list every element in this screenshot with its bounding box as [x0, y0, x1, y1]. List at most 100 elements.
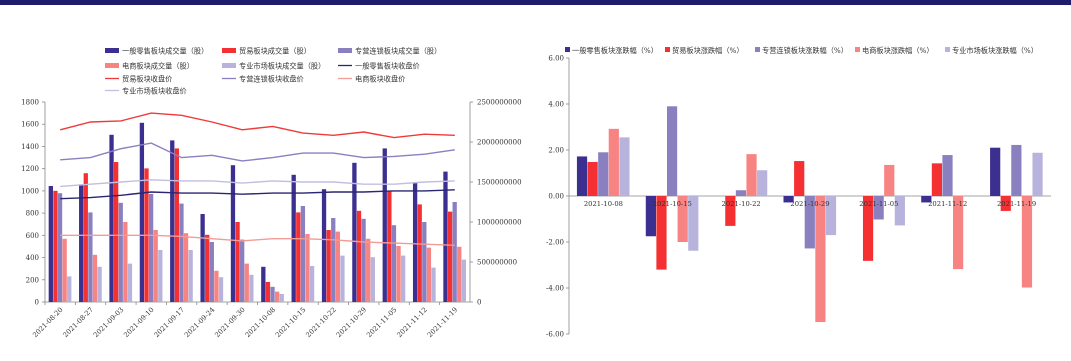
bar	[746, 154, 757, 196]
series-line	[60, 234, 455, 246]
bar	[1021, 196, 1033, 288]
bar	[230, 165, 236, 302]
bar	[300, 206, 306, 302]
right-bars	[576, 106, 1043, 323]
legend-label: 贸易板块收盘价	[122, 75, 172, 84]
x-tick-label: 2021-10-15	[274, 306, 307, 339]
bar	[645, 196, 656, 237]
y-right-tick-label: 1000000000	[477, 219, 522, 227]
bar	[426, 247, 432, 302]
x-tick-label: 2021-11-19	[997, 200, 1036, 208]
legend-swatch	[105, 63, 119, 68]
bar	[109, 134, 114, 302]
left-lines	[60, 112, 455, 246]
bar	[431, 267, 436, 302]
legend-label: 专业市场板块涨跌幅（%）	[952, 46, 1038, 55]
bar	[57, 193, 63, 302]
bar	[214, 270, 219, 302]
left-legend: 一般零售板块成交量（股） 贸易板块成交量（股） 专营连锁板块成交量（股） 电商板块成交…	[105, 47, 441, 96]
volume-close-chart: 一般零售板块成交量（股） 贸易板块成交量（股） 专营连锁板块成交量（股） 电商板块成交…	[21, 47, 522, 340]
x-tick-label: 2021-10-22	[722, 200, 761, 208]
legend-swatch	[338, 48, 352, 53]
legend-label: 贸易板块涨跌幅（%）	[672, 46, 744, 55]
bar	[608, 128, 619, 196]
bar	[688, 196, 699, 251]
bar	[170, 140, 175, 302]
bar	[783, 196, 794, 203]
y-right-tick-label: 2000000000	[477, 139, 522, 147]
legend-swatch	[945, 47, 950, 52]
x-tick-label: 2021-11-05	[365, 306, 398, 339]
bar	[1000, 196, 1011, 211]
x-tick-label: 2021-10-08	[244, 306, 277, 339]
y-tick-label: 0.00	[548, 193, 564, 201]
legend-label: 贸易板块成交量（股）	[239, 47, 311, 56]
x-tick-label: 2021-10-08	[584, 200, 623, 208]
bar	[356, 210, 362, 302]
bar	[598, 152, 609, 196]
bar	[139, 122, 145, 302]
x-tick-label: 2021-10-29	[790, 200, 829, 208]
bar	[200, 214, 205, 302]
y-tick-label: 6.00	[548, 55, 564, 63]
y-left-tick-label: 200	[26, 276, 39, 284]
top-accent-bar	[0, 0, 1071, 5]
x-tick-label: 2021-11-12	[928, 200, 967, 208]
x-tick-label: 2021-10-22	[304, 306, 337, 339]
bar	[218, 277, 224, 302]
bar	[396, 246, 401, 302]
bar	[188, 250, 193, 302]
y-tick-label: -4.00	[546, 285, 564, 293]
legend-swatch	[222, 48, 236, 53]
bar	[244, 263, 249, 302]
x-tick-label: 2021-10-15	[653, 200, 692, 208]
bar	[735, 190, 747, 196]
y-tick-label: -2.00	[546, 239, 564, 247]
series-line	[60, 179, 455, 188]
bar	[417, 204, 422, 302]
bar	[862, 196, 874, 261]
x-tick-label: 2021-08-20	[31, 306, 64, 339]
y-left-tick-label: 1400	[21, 143, 39, 151]
bar	[921, 196, 932, 203]
y-left-tick-label: 1800	[21, 99, 39, 107]
legend-swatch	[222, 63, 236, 68]
x-tick-label: 2021-09-03	[92, 306, 125, 339]
y-left-tick-label: 1000	[21, 187, 39, 195]
bar	[265, 282, 271, 302]
bar	[296, 212, 301, 302]
legend-swatch	[105, 48, 119, 53]
series-line	[60, 112, 455, 139]
bar	[53, 190, 58, 302]
bar	[725, 196, 736, 226]
bar	[123, 222, 128, 302]
bar	[873, 196, 884, 220]
legend-label: 一般零售板块涨跌幅（%）	[572, 46, 658, 55]
y-right-tick-label: 0	[477, 299, 481, 307]
right-legend: 一般零售板块涨跌幅（%） 贸易板块涨跌幅（%） 专营连锁板块涨跌幅（%） 电商板块涨跌…	[565, 46, 1038, 55]
y-right-tick-label: 500000000	[477, 259, 517, 267]
x-tick-label: 2021-09-10	[122, 306, 155, 339]
bar	[148, 194, 154, 302]
bar	[113, 162, 119, 302]
bar	[1032, 152, 1043, 196]
y-tick-label: 2.00	[548, 147, 564, 155]
left-bars	[48, 122, 467, 302]
bar	[67, 276, 72, 302]
bar	[666, 106, 678, 196]
y-tick-label: 4.00	[548, 101, 564, 109]
bar	[953, 196, 964, 270]
bar	[48, 186, 53, 302]
bar	[361, 218, 366, 302]
bar	[387, 191, 392, 302]
bar	[92, 254, 98, 302]
legend-swatch	[665, 47, 670, 52]
y-left-tick-label: 400	[26, 254, 39, 262]
bar	[331, 218, 336, 302]
bar	[422, 222, 427, 302]
legend-swatch	[565, 47, 570, 52]
bar	[942, 155, 953, 196]
bar	[391, 225, 397, 302]
bar	[209, 242, 214, 302]
bar	[309, 266, 315, 302]
